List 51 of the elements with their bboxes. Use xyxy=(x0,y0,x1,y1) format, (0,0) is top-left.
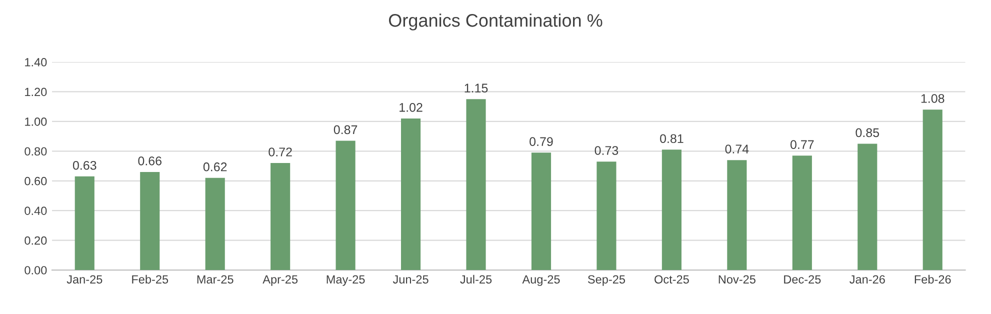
y-tick-label: 1.40 xyxy=(25,58,47,66)
x-tick-label: Mar-25 xyxy=(197,275,234,284)
bar xyxy=(727,160,747,270)
data-label: 0.73 xyxy=(594,146,618,155)
y-tick-label: 1.00 xyxy=(25,117,47,126)
x-tick-label: Aug-25 xyxy=(522,275,560,286)
data-label: 0.72 xyxy=(268,148,292,156)
bar xyxy=(466,99,486,270)
x-tick-label: Feb-26 xyxy=(914,274,951,284)
data-label: 0.79 xyxy=(530,137,553,146)
data-label: 1.02 xyxy=(400,102,422,112)
x-tick-label: Jan-25 xyxy=(66,275,102,284)
data-label: 0.77 xyxy=(790,140,814,149)
data-label: 0.87 xyxy=(334,125,358,134)
bar xyxy=(336,140,356,270)
bar xyxy=(270,163,290,270)
y-tick-label: 0.20 xyxy=(24,236,47,245)
x-tick-label: Feb-25 xyxy=(132,274,168,284)
y-tick-label: 0.40 xyxy=(24,206,47,215)
bar xyxy=(596,162,616,270)
data-label: 1.08 xyxy=(921,94,944,103)
bar xyxy=(858,144,878,270)
data-label: 1.15 xyxy=(464,84,488,93)
x-tick-label: Dec-25 xyxy=(784,275,821,284)
x-tick-label: Nov-25 xyxy=(718,275,756,284)
data-label: 0.63 xyxy=(72,160,96,170)
x-tick-label: May-25 xyxy=(326,275,365,286)
bar xyxy=(922,110,942,270)
bar xyxy=(531,152,552,270)
y-tick-label: 1.20 xyxy=(25,88,47,96)
bar xyxy=(205,178,225,270)
x-tick-label: Sep-25 xyxy=(588,275,626,286)
y-tick-label: 0.60 xyxy=(24,176,47,186)
data-label: 0.74 xyxy=(725,144,749,154)
data-label: 0.66 xyxy=(138,156,162,166)
x-tick-label: Oct-25 xyxy=(654,275,689,284)
chart-title: Organics Contamination % xyxy=(388,14,602,30)
bar xyxy=(140,172,160,270)
x-tick-label: Jun-25 xyxy=(392,275,428,284)
bar xyxy=(662,150,682,270)
y-tick-label: 0.80 xyxy=(24,147,47,156)
bar xyxy=(74,176,94,270)
data-label: 0.62 xyxy=(203,162,227,172)
data-label: 0.85 xyxy=(856,128,880,138)
y-tick-label: 0.00 xyxy=(24,266,47,274)
bar xyxy=(401,118,421,270)
x-tick-label: Jul-25 xyxy=(460,274,492,284)
x-tick-label: Apr-25 xyxy=(262,275,298,286)
x-tick-label: Jan-26 xyxy=(850,275,885,284)
bar xyxy=(792,156,812,270)
data-label: 0.81 xyxy=(660,134,684,144)
